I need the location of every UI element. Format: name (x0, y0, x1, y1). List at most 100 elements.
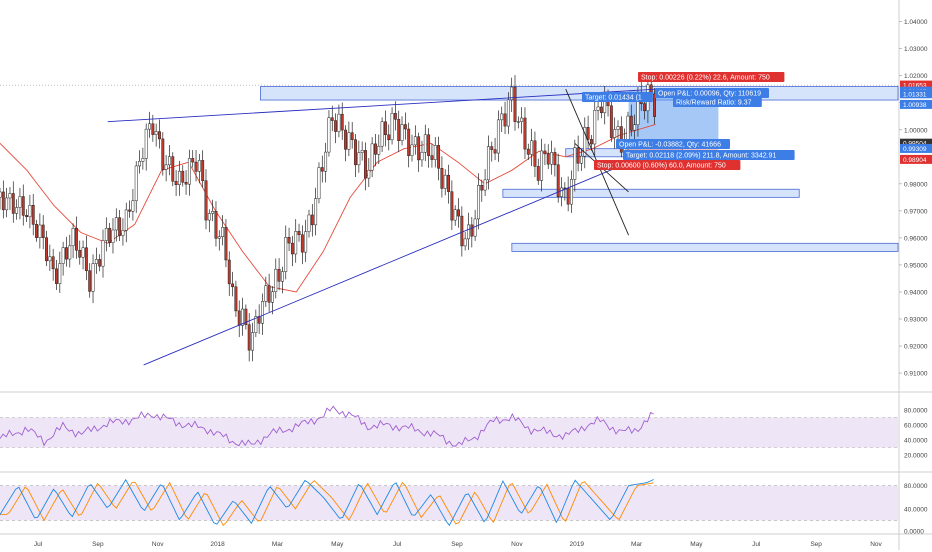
candle-body (58, 263, 62, 284)
price-badge-label: 1.00938 (903, 102, 927, 109)
candle-body (506, 99, 510, 127)
candle-body (370, 143, 374, 171)
candle-body (221, 227, 225, 237)
candle-body (207, 213, 211, 221)
candle-body (463, 238, 467, 247)
candle-body (500, 113, 504, 121)
candle-body (8, 193, 12, 199)
candle-body (217, 236, 221, 239)
candle-body (104, 227, 108, 241)
candle-body (294, 231, 298, 255)
candle-body (51, 256, 55, 270)
supply-demand-zone (502, 188, 800, 198)
candle-body (88, 270, 92, 292)
x-axis-label: Sep (810, 541, 822, 548)
candle-body (390, 113, 394, 141)
stop-bottom-label: Stop: 0.00600 (0.60%) 60.0, Amount: 750 (597, 162, 726, 169)
supply-demand-zone (511, 242, 899, 252)
x-axis-label: Nov (152, 541, 164, 548)
open-pl-bottom-label-bg (616, 139, 730, 149)
candle-body (35, 224, 38, 238)
candle-body (131, 200, 135, 212)
candle-body (570, 179, 573, 205)
candle-body (420, 152, 424, 161)
candle-body (314, 198, 318, 226)
price-badge (900, 89, 932, 99)
candle-body (168, 156, 171, 166)
candle-body (337, 113, 341, 132)
candle-body (25, 215, 29, 218)
candle-body (350, 132, 354, 140)
candle-body (280, 271, 284, 282)
candle-body (543, 150, 547, 155)
candle-body (653, 93, 657, 117)
candle-body (596, 106, 600, 111)
candle-body (347, 132, 351, 150)
moving-average-line (0, 123, 656, 293)
candle-body (204, 180, 208, 221)
candle-body (237, 310, 241, 326)
rsi-tick-label: 60.0000 (904, 423, 928, 430)
candle-body (430, 155, 434, 160)
candle-body (211, 211, 215, 214)
candle-body (473, 218, 477, 237)
price-tick-label: 1.04000 (904, 19, 928, 26)
price-badge-label: 0.99309 (903, 146, 927, 153)
candle-body (118, 217, 122, 236)
candle-body (626, 115, 630, 141)
x-axis-label: Mar (272, 541, 284, 548)
ma-layer (0, 123, 656, 293)
candle-body (78, 249, 82, 258)
candle-body (271, 291, 274, 303)
candle-body (460, 215, 464, 247)
candle-body (181, 170, 185, 183)
candle-body (171, 156, 175, 182)
candle-body (11, 193, 15, 214)
annot-layer: Stop: 0.00226 (0.22%) 22.6, Amount: 750 T… (582, 72, 795, 170)
price-tick-label: 0.92000 (904, 344, 928, 351)
trendline (107, 88, 656, 123)
candle-body (516, 121, 520, 123)
candle-body (111, 229, 115, 243)
candle-body (364, 150, 367, 179)
candle-body (191, 158, 195, 163)
candle-body (580, 155, 583, 164)
stoch-tick-label: 40.0000 (904, 506, 928, 513)
candle-body (593, 110, 597, 145)
candle-body (483, 179, 487, 191)
candle-body (128, 209, 132, 212)
candle-body (513, 86, 517, 122)
candle-body (284, 237, 288, 272)
candle-body (480, 184, 484, 191)
x-axis-label: Nov (870, 541, 882, 548)
candle-body (560, 187, 563, 197)
candle-body (573, 147, 577, 180)
candle-body (403, 124, 407, 130)
stoch-tick-label: 0.0000 (904, 528, 924, 535)
candle-body (194, 161, 198, 172)
rsi-layer (0, 405, 898, 448)
stoch-layer (0, 478, 898, 527)
candle-body (410, 144, 414, 156)
candle-body (158, 131, 161, 140)
candle-body (556, 164, 560, 197)
stoch-tick-label: 80.0000 (904, 483, 928, 490)
candle-body (400, 124, 404, 141)
rr-label-bg (673, 97, 762, 107)
candle-body (533, 140, 537, 167)
candle-body (68, 245, 72, 260)
candle-body (297, 231, 301, 235)
candle-body (267, 285, 271, 303)
candle-body (55, 268, 58, 284)
rsi-line (0, 405, 654, 447)
candle-body (227, 259, 231, 285)
candle-body (300, 234, 304, 253)
candle-body (453, 209, 457, 221)
candle-body (344, 129, 348, 150)
x-axis-label: Jul (34, 541, 43, 548)
target-top-label: Target: 0.01434 (1 (585, 94, 642, 101)
candle-body (48, 256, 52, 262)
candle-body (526, 148, 530, 155)
